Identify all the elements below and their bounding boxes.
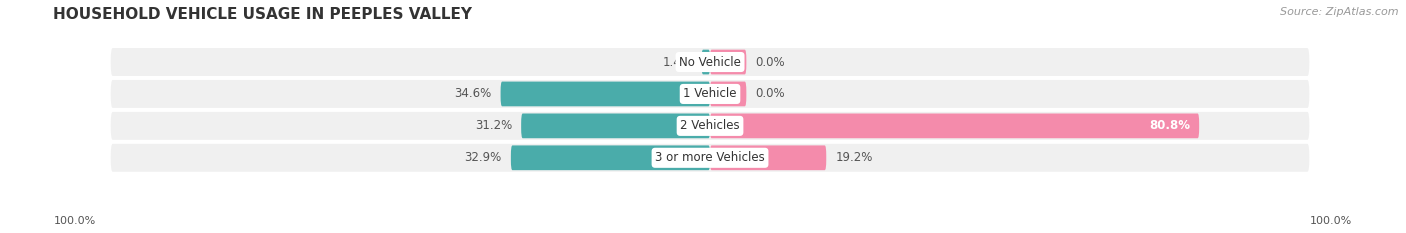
Text: 2 Vehicles: 2 Vehicles [681, 119, 740, 132]
Text: 80.8%: 80.8% [1149, 119, 1189, 132]
FancyBboxPatch shape [710, 82, 747, 106]
Text: 19.2%: 19.2% [835, 151, 873, 164]
Text: 32.9%: 32.9% [464, 151, 502, 164]
FancyBboxPatch shape [702, 50, 710, 74]
FancyBboxPatch shape [522, 113, 710, 138]
Text: 31.2%: 31.2% [475, 119, 512, 132]
FancyBboxPatch shape [510, 145, 710, 170]
Text: 1.4%: 1.4% [662, 55, 693, 69]
Text: 1 Vehicle: 1 Vehicle [683, 87, 737, 100]
Text: 100.0%: 100.0% [1310, 216, 1353, 226]
FancyBboxPatch shape [710, 113, 1199, 138]
FancyBboxPatch shape [111, 80, 1309, 108]
Text: HOUSEHOLD VEHICLE USAGE IN PEEPLES VALLEY: HOUSEHOLD VEHICLE USAGE IN PEEPLES VALLE… [53, 7, 472, 22]
Text: 3 or more Vehicles: 3 or more Vehicles [655, 151, 765, 164]
FancyBboxPatch shape [501, 82, 710, 106]
Text: No Vehicle: No Vehicle [679, 55, 741, 69]
Text: 100.0%: 100.0% [53, 216, 96, 226]
FancyBboxPatch shape [111, 112, 1309, 140]
Text: 0.0%: 0.0% [755, 87, 785, 100]
FancyBboxPatch shape [710, 50, 747, 74]
FancyBboxPatch shape [111, 48, 1309, 76]
Text: 34.6%: 34.6% [454, 87, 492, 100]
Text: Source: ZipAtlas.com: Source: ZipAtlas.com [1281, 7, 1399, 17]
FancyBboxPatch shape [710, 145, 827, 170]
Text: 0.0%: 0.0% [755, 55, 785, 69]
FancyBboxPatch shape [111, 144, 1309, 172]
